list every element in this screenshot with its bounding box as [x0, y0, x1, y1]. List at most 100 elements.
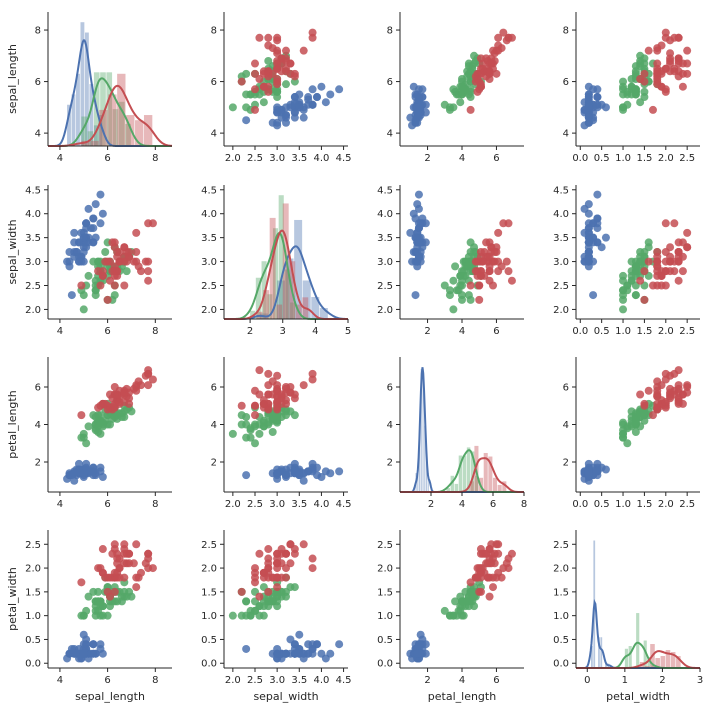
point-versicolor [91, 611, 100, 620]
y-tick-label: 0.5 [377, 635, 393, 646]
point-setosa [421, 640, 430, 649]
y-tick-label: 4.0 [553, 209, 569, 220]
point-setosa [601, 465, 610, 474]
point-virginica [251, 105, 259, 114]
point-setosa [584, 103, 593, 112]
point-setosa [593, 219, 602, 228]
point-setosa [70, 649, 79, 658]
point-setosa [418, 85, 427, 94]
hist-bar-versicolor [261, 261, 267, 319]
point-setosa [79, 649, 88, 658]
hist-bar-setosa [294, 219, 303, 319]
hist-bar-versicolor [106, 72, 113, 146]
point-virginica [282, 549, 290, 558]
hist-bar-versicolor [474, 475, 479, 492]
hist-bar-virginica [135, 120, 144, 146]
panel-petal_length-vs-petal_width: 2 4 6 0.0 0.5 1.0 1.5 2.0 2.5 [563, 357, 700, 510]
point-setosa [242, 116, 251, 125]
point-virginica [144, 267, 153, 276]
point-versicolor [619, 90, 628, 99]
point-virginica [98, 545, 107, 554]
point-setosa [295, 90, 304, 99]
point-virginica [101, 399, 110, 408]
point-virginica [264, 587, 273, 596]
x-tick-label: 2.0 [225, 499, 241, 510]
point-virginica [494, 33, 503, 42]
point-virginica [644, 386, 653, 395]
point-setosa [290, 459, 299, 468]
point-versicolor [631, 85, 640, 94]
point-virginica [286, 559, 295, 568]
point-setosa [411, 291, 420, 300]
hist-bar-setosa [67, 104, 71, 146]
x-tick-label: 0.5 [594, 153, 610, 164]
x-tick-label: 5 [345, 326, 351, 337]
point-virginica [670, 267, 679, 276]
point-virginica [494, 257, 503, 266]
point-versicolor [79, 305, 88, 314]
point-virginica [661, 64, 670, 73]
point-setosa [584, 224, 593, 233]
x-tick-label: 6 [104, 675, 110, 686]
panel-sepal_length-vs-petal_length: 4 6 8 2 4 6 [387, 12, 524, 164]
point-virginica [108, 238, 117, 247]
point-virginica [255, 592, 264, 601]
point-versicolor [459, 597, 468, 606]
point-setosa [413, 113, 422, 122]
hist-bar-setosa [420, 369, 422, 492]
point-virginica [273, 371, 282, 380]
x-tick-label: 6 [490, 499, 496, 510]
point-setosa [304, 649, 313, 658]
point-setosa [335, 85, 344, 94]
point-versicolor [627, 407, 636, 416]
panel-sepal_length-vs-petal_width: 4 6 8 0.0 0.5 1.0 1.5 2.0 2.5 [563, 12, 700, 164]
x-tick-label: 4.5 [336, 675, 352, 686]
y-tick-label: 4.5 [25, 185, 41, 196]
point-setosa [414, 190, 423, 199]
y-tick-label: 1.5 [201, 587, 217, 598]
point-virginica [466, 281, 475, 290]
point-setosa [89, 214, 98, 223]
point-virginica [148, 564, 157, 573]
y-tick-label: 0.5 [25, 635, 41, 646]
point-virginica [120, 388, 129, 397]
y-tick-label: 6 [387, 77, 393, 88]
point-setosa [86, 649, 95, 658]
point-setosa [593, 93, 602, 102]
y-tick-label: 8 [563, 26, 569, 37]
point-versicolor [440, 100, 449, 109]
point-versicolor [110, 291, 119, 300]
point-virginica [290, 72, 299, 81]
point-versicolor [619, 305, 628, 314]
hist-bar-virginica [660, 656, 666, 668]
point-virginica [636, 75, 645, 83]
point-virginica [640, 267, 649, 276]
point-virginica [264, 405, 273, 414]
y-tick-label: 2.5 [201, 281, 217, 292]
point-virginica [666, 54, 675, 63]
point-virginica [499, 564, 508, 573]
point-setosa [413, 103, 422, 112]
hist-bar-versicolor [462, 455, 467, 492]
hist-bar-setosa [605, 663, 607, 668]
x-tick-label: 3.0 [269, 675, 285, 686]
point-virginica [308, 369, 317, 378]
hist-bar-virginica [665, 650, 671, 668]
y-tick-label: 2 [387, 458, 393, 469]
x-tick-label: 2 [428, 499, 434, 510]
point-setosa [304, 467, 313, 476]
y-tick-label: 2.0 [201, 564, 217, 575]
x-tick-label: 6 [104, 326, 110, 337]
point-virginica [115, 257, 124, 266]
point-virginica [273, 405, 282, 414]
point-virginica [674, 366, 683, 375]
point-versicolor [466, 238, 475, 247]
x-tick-label: 0 [584, 675, 590, 686]
point-virginica [264, 33, 273, 42]
hist-bar-virginica [655, 658, 660, 668]
y-tick-label: 2.5 [25, 540, 41, 551]
y-tick-label: 0.0 [25, 659, 41, 670]
x-tick-label: 0.5 [594, 499, 610, 510]
point-virginica [504, 33, 513, 42]
point-virginica [98, 271, 107, 280]
